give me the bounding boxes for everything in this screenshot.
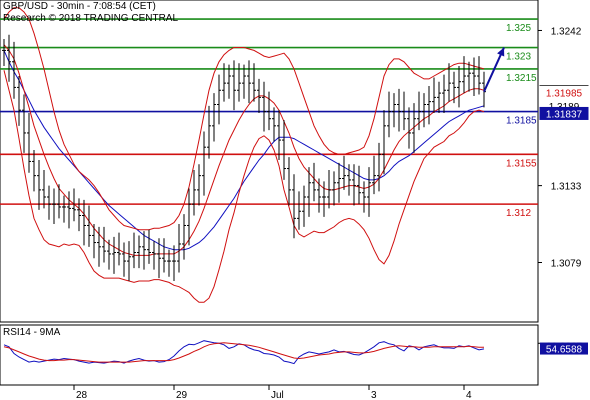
level-label: 1.3155: [506, 158, 537, 169]
rsi-panel-title: RSI14 - 9MA: [3, 327, 61, 338]
series-line-ma: [3, 50, 485, 251]
main-panel-frame: [0, 0, 539, 323]
level-label: 1.3185: [506, 116, 537, 127]
x-tick-label: 4: [466, 390, 472, 400]
level-label: 1.3215: [506, 73, 537, 84]
series-line-bb-upper: [3, 7, 485, 231]
y-tick-label: 1.3242: [551, 26, 582, 37]
x-tick-label: 3: [371, 390, 377, 400]
level-label: 1.323: [506, 52, 531, 63]
forecast-arrow: [483, 47, 505, 93]
y-tick-label: 1.3133: [551, 182, 582, 193]
rsi-badges: 60.392754.6588: [540, 339, 588, 356]
rsi-line-9ma: [3, 342, 484, 363]
price-badge: [539, 85, 589, 99]
level-label: 1.312: [506, 208, 531, 219]
rsi-badge: [540, 342, 588, 355]
y-tick-label: 1.3079: [551, 258, 582, 269]
x-tick-label: Jul: [271, 390, 284, 400]
price-badge-label: 1.31837: [546, 109, 583, 120]
x-tick-label: 29: [176, 390, 188, 400]
chart-title: GBP/USD - 30min - 7:08:54 (CET): [3, 1, 156, 12]
rsi-lines: [3, 340, 485, 365]
rsi-panel-frame: [0, 324, 539, 386]
chart-credit: Research © 2018 TRADING CENTRAL: [3, 13, 179, 24]
x-axis-ticks: 28 29 Jul 3 4: [73, 385, 472, 400]
x-tick-label: 28: [76, 390, 88, 400]
price-badge: [539, 106, 589, 120]
level-label: 1.325: [506, 23, 531, 34]
candlesticks: [2, 34, 486, 281]
indicator-lines: [3, 7, 485, 303]
forecast-arrow-head: [497, 47, 505, 57]
price-badge-label: 1.31985: [546, 88, 583, 99]
rsi-badge-label: 54.6588: [546, 345, 583, 356]
series-line-bb-lower: [3, 70, 485, 303]
